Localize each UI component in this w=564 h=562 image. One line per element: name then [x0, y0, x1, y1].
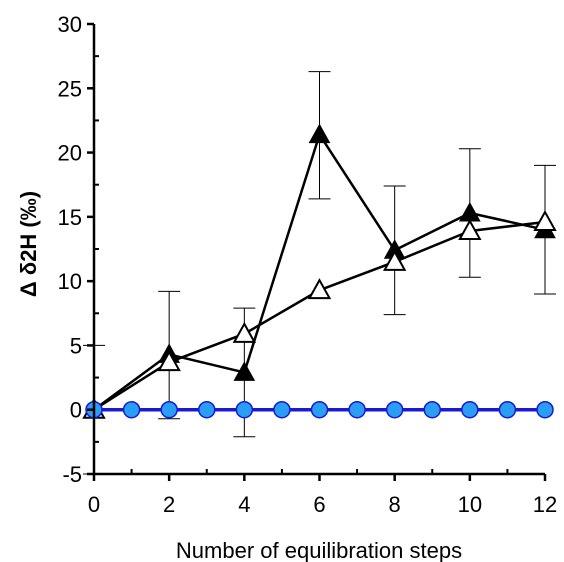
- x-tick-label: 10: [458, 492, 482, 517]
- open-triangle-point: [382, 249, 407, 271]
- circle-point: [385, 400, 404, 419]
- x-tick-label: 6: [313, 492, 325, 517]
- x-tick-label: 4: [238, 492, 250, 517]
- y-tick-label: 30: [58, 12, 82, 37]
- circle-point: [461, 400, 479, 419]
- open-triangle-point: [307, 278, 332, 300]
- circle-point: [160, 400, 178, 419]
- circle-point: [348, 400, 366, 419]
- filled-triangle-point: [308, 123, 331, 144]
- axes: [87, 22, 547, 481]
- filled-triangle-point: [458, 201, 481, 222]
- circle-point: [198, 400, 216, 419]
- x-tick-label: 2: [163, 492, 175, 517]
- series-line: [93, 220, 546, 411]
- circle-point: [423, 400, 441, 419]
- x-tick-label: 0: [88, 492, 100, 517]
- x-axis-title: Number of equilibration steps: [176, 538, 462, 562]
- circle-point: [310, 400, 329, 419]
- y-tick-label: 0: [70, 398, 82, 423]
- series-markers: [82, 123, 557, 419]
- filled-triangle-point: [233, 361, 256, 381]
- open-triangle-point: [157, 350, 181, 372]
- x-tick-label: 12: [533, 492, 557, 517]
- circle-point: [273, 400, 291, 419]
- circle-point: [536, 400, 554, 419]
- y-tick-label: 15: [58, 205, 82, 230]
- y-tick-label: 5: [70, 333, 82, 358]
- open-triangle-point: [232, 321, 257, 343]
- y-tick-label: 25: [58, 76, 82, 101]
- open-triangle-point: [458, 218, 482, 240]
- y-tick-label: 20: [58, 141, 82, 166]
- y-tick-label: -5: [62, 462, 82, 487]
- open-triangle-point: [533, 209, 557, 231]
- y-axis-title: Δ δ2H (‰): [16, 191, 41, 297]
- circle-point: [498, 400, 517, 419]
- y-tick-label: 10: [58, 269, 82, 294]
- circle-point: [122, 400, 141, 419]
- circle-point: [235, 400, 254, 419]
- x-tick-label: 8: [389, 492, 401, 517]
